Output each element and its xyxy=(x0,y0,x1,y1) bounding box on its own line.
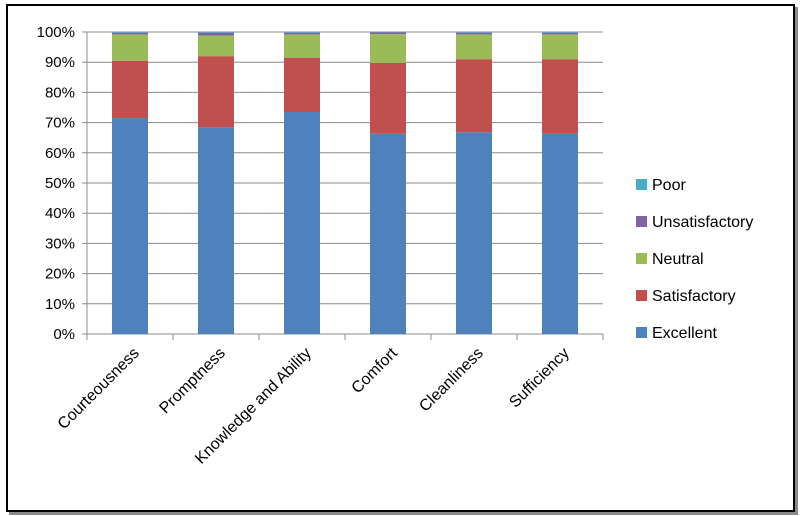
bar-segment-excellent xyxy=(284,112,320,334)
legend-label: Neutral xyxy=(652,251,704,268)
x-tick-label: Sufficiency xyxy=(506,345,573,412)
bar-segment-neutral xyxy=(198,35,234,57)
bar-segment-neutral xyxy=(284,34,320,58)
y-tick-label: 80% xyxy=(45,84,75,101)
legend-swatch xyxy=(636,179,647,190)
legend-swatch xyxy=(636,290,647,301)
legend-label: Excellent xyxy=(652,325,717,342)
bar-segment-unsatisfactory xyxy=(112,32,148,35)
y-tick-label: 0% xyxy=(53,326,75,343)
legend-swatch xyxy=(636,327,647,338)
y-tick-label: 90% xyxy=(45,54,75,71)
bar-segment-unsatisfactory xyxy=(456,32,492,35)
y-tick-label: 70% xyxy=(45,115,75,132)
y-tick-label: 10% xyxy=(45,296,75,313)
x-tick-label: Cleanliness xyxy=(416,345,487,416)
bar-segment-excellent xyxy=(542,133,578,334)
legend-swatch xyxy=(636,253,647,264)
bar-segment-satisfactory xyxy=(284,57,320,113)
x-tick-label: Comfort xyxy=(349,344,402,397)
bar-segment-excellent xyxy=(198,127,234,334)
bar-segment-satisfactory xyxy=(198,56,234,128)
bar-segment-satisfactory xyxy=(112,60,148,119)
y-tick-label: 30% xyxy=(45,235,75,252)
bar-segment-satisfactory xyxy=(370,62,406,134)
bar-segment-neutral xyxy=(370,34,406,63)
bar-segment-neutral xyxy=(112,34,148,61)
bar-segment-excellent xyxy=(112,118,148,334)
x-tick-label: Courteousness xyxy=(55,345,143,433)
y-tick-label: 60% xyxy=(45,145,75,162)
y-tick-label: 20% xyxy=(45,266,75,283)
y-tick-label: 100% xyxy=(37,24,75,41)
y-tick-label: 50% xyxy=(45,175,75,192)
bar-segment-satisfactory xyxy=(456,59,492,133)
bar-segment-satisfactory xyxy=(542,59,578,134)
bar-segment-poor xyxy=(112,32,148,33)
bar-segment-neutral xyxy=(542,34,578,60)
bar-segment-unsatisfactory xyxy=(284,32,320,35)
bar-segment-unsatisfactory xyxy=(542,32,578,35)
bar-segment-unsatisfactory xyxy=(198,32,234,36)
legend-label: Unsatisfactory xyxy=(652,214,753,231)
bar-segment-poor xyxy=(198,32,234,33)
bar-segment-poor xyxy=(284,32,320,33)
bar-segment-poor xyxy=(542,32,578,33)
bar-segment-neutral xyxy=(456,34,492,60)
legend-label: Satisfactory xyxy=(652,288,736,305)
bar-segment-excellent xyxy=(456,132,492,334)
legend-swatch xyxy=(636,216,647,227)
bar-segment-excellent xyxy=(370,133,406,334)
y-tick-label: 40% xyxy=(45,205,75,222)
x-tick-label: Promptness xyxy=(156,345,228,417)
bar-segment-poor xyxy=(456,32,492,33)
legend-label: Poor xyxy=(652,177,686,194)
bar-segment-unsatisfactory xyxy=(370,32,406,35)
